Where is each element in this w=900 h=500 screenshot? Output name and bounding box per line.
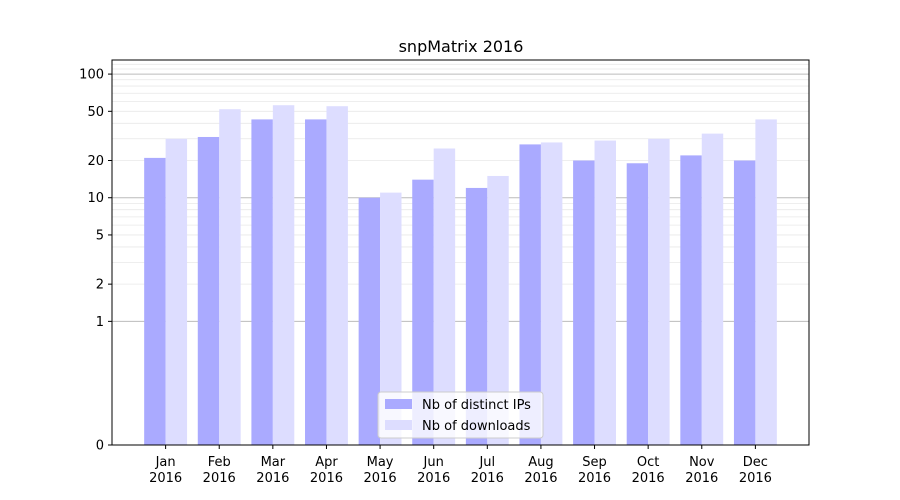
bar-distinct-ips [358, 197, 381, 445]
x-tick-label-month: Jun [423, 455, 444, 470]
y-tick-label: 100 [79, 68, 104, 83]
x-tick-label-year: 2016 [739, 471, 772, 486]
x-tick-label-month: May [367, 455, 394, 470]
bar-distinct-ips [680, 155, 702, 445]
y-tick-label: 5 [96, 228, 104, 243]
plot-frame [111, 59, 810, 446]
bar-distinct-ips [733, 160, 756, 445]
legend-label: Nb of downloads [422, 419, 531, 434]
bar-downloads [380, 192, 402, 445]
bar-distinct-ips [573, 160, 595, 445]
x-tick-label-year: 2016 [632, 471, 665, 486]
x-tick-label-year: 2016 [149, 471, 182, 486]
chart-title: snpMatrix 2016 [399, 37, 524, 56]
x-tick-label-month: Aug [528, 455, 553, 470]
bar-downloads [165, 138, 188, 446]
bar-downloads [648, 138, 670, 446]
x-tick-label-month: Dec [743, 455, 768, 470]
y-tick-label: 0 [96, 439, 104, 454]
bar-downloads [701, 133, 724, 445]
x-tick-label-month: Nov [689, 455, 715, 470]
legend-swatch [385, 420, 412, 430]
bar-downloads [219, 109, 241, 445]
x-tick-label-year: 2016 [685, 471, 718, 486]
bar-distinct-ips [626, 163, 649, 445]
x-tick-label-month: Jan [155, 455, 176, 470]
x-tick-label-month: Mar [261, 455, 286, 470]
bar-downloads [487, 175, 509, 445]
bar-downloads [272, 105, 295, 445]
x-tick-label-month: Jul [478, 455, 495, 470]
x-tick-label-year: 2016 [364, 471, 397, 486]
x-tick-label-year: 2016 [471, 471, 504, 486]
bar-distinct-ips [412, 179, 434, 446]
y-axis-ticks: 0 1 2 5 10 20 50 100 [79, 68, 112, 454]
legend-swatch [385, 399, 412, 409]
bar-downloads [755, 119, 777, 445]
bar-downloads [433, 148, 456, 445]
y-tick-label: 50 [87, 105, 104, 120]
bar-downloads [594, 140, 616, 445]
y-tick-label: 20 [87, 154, 104, 169]
x-tick-label-year: 2016 [578, 471, 611, 486]
y-tick-label: 1 [96, 315, 104, 330]
x-axis-ticks: Jan2016Feb2016Mar2016Apr2016May2016Jun20… [149, 445, 772, 486]
x-tick-label-year: 2016 [524, 471, 557, 486]
bar-downloads [540, 142, 563, 445]
legend-box [377, 391, 544, 439]
x-tick-label-month: Oct [637, 455, 659, 470]
bar-distinct-ips [144, 157, 166, 446]
x-tick-label-month: Feb [208, 455, 231, 470]
x-tick-label-year: 2016 [203, 471, 236, 486]
bar-downloads [326, 106, 348, 445]
bar-distinct-ips [465, 187, 488, 445]
y-tick-label: 2 [96, 278, 104, 293]
x-tick-label-year: 2016 [310, 471, 343, 486]
x-tick-label-year: 2016 [417, 471, 450, 486]
bar-distinct-ips [251, 119, 273, 445]
y-tick-label: 10 [87, 191, 104, 206]
legend-label: Nb of distinct IPs [422, 398, 531, 413]
legend: Nb of distinct IPs Nb of downloads [377, 391, 544, 439]
x-tick-label-month: Apr [315, 455, 338, 470]
bar-distinct-ips [519, 144, 541, 445]
bar-distinct-ips [305, 119, 327, 445]
bars [144, 105, 777, 446]
bar-distinct-ips [197, 136, 220, 445]
x-tick-label-month: Sep [582, 455, 607, 470]
x-tick-label-year: 2016 [256, 471, 289, 486]
